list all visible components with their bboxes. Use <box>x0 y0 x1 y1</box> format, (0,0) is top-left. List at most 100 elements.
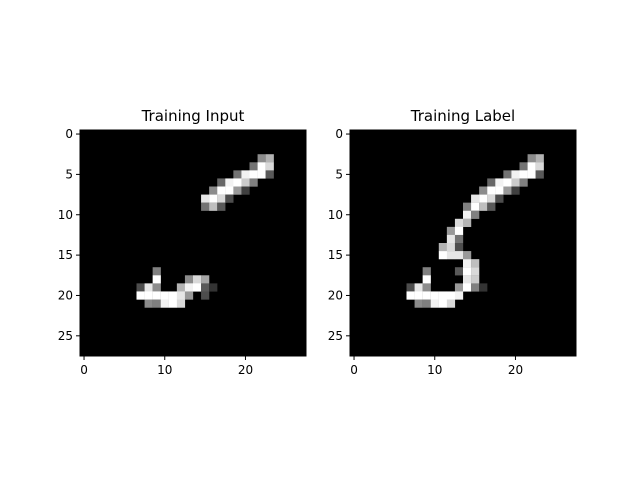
heatmap-cell <box>471 267 480 276</box>
heatmap-cell <box>438 291 448 300</box>
heatmap-cell <box>257 162 266 171</box>
y-tick-label: 25 <box>58 329 73 343</box>
heatmap-cell <box>136 291 145 300</box>
heatmap-cell <box>209 186 218 195</box>
heatmap-cell <box>176 283 186 292</box>
heatmap-cell <box>184 275 194 284</box>
heatmap-cell <box>519 178 528 187</box>
heatmap-cell <box>168 291 178 300</box>
heatmap-cell <box>265 162 274 171</box>
heatmap-cell <box>463 259 472 268</box>
heatmap-cell <box>479 202 488 211</box>
heatmap-cell <box>422 299 431 308</box>
heatmap-cell <box>479 186 488 195</box>
heatmap-cell <box>257 154 266 163</box>
heatmap-cell <box>438 299 448 308</box>
heatmap-cell <box>225 178 234 187</box>
heatmap-cell <box>535 170 544 179</box>
heatmap-cell <box>463 218 472 228</box>
heatmap-cell <box>471 283 480 292</box>
heatmap-cell <box>201 275 210 284</box>
heatmap-cell <box>527 162 536 171</box>
heatmap-cell <box>454 283 464 292</box>
heatmap-cell <box>446 226 456 236</box>
heatmap-cell <box>233 178 242 187</box>
heatmap-cell <box>454 251 464 260</box>
heatmap-cell <box>241 178 250 187</box>
heatmap-cell <box>471 194 480 203</box>
heatmap-cell <box>265 170 274 179</box>
heatmap-cell <box>479 283 488 292</box>
axes: 0 10 20 0 5 10 15 20 25 <box>328 127 577 377</box>
heatmap-cell <box>209 283 218 292</box>
y-tick-label: 5 <box>335 167 343 181</box>
x-tick-label: 10 <box>427 363 442 377</box>
heatmap-cell <box>527 170 536 179</box>
y-tick-label: 5 <box>65 167 73 181</box>
heatmap-cell <box>463 275 472 284</box>
heatmap-cell <box>176 291 186 300</box>
axes-frame <box>79 129 307 357</box>
heatmap-cell <box>144 299 153 308</box>
x-tick-label: 0 <box>80 363 88 377</box>
heatmap-cell <box>217 202 226 211</box>
heatmap-cell <box>511 178 520 187</box>
y-tick-label: 0 <box>65 127 73 141</box>
heatmap-cell <box>430 291 439 300</box>
heatmap-cell <box>176 299 186 308</box>
heatmap-cell <box>217 178 226 187</box>
heatmap-cell <box>479 194 488 203</box>
y-tick-label: 0 <box>335 127 343 141</box>
heatmap-cell <box>193 275 202 284</box>
heatmap-cell <box>193 283 202 292</box>
heatmap-cell <box>454 234 464 244</box>
heatmap-cell <box>471 275 480 284</box>
y-tick-label: 25 <box>328 329 343 343</box>
heatmap-cell <box>201 291 210 300</box>
heatmap-cell <box>446 251 456 260</box>
x-tick-label: 10 <box>157 363 172 377</box>
heatmap-cell <box>446 291 456 300</box>
heatmap-cell <box>454 226 464 236</box>
panel-title: Training Label <box>410 107 515 125</box>
heatmap-cell <box>406 291 415 300</box>
heatmap-cell <box>454 218 464 228</box>
heatmap-cell <box>487 202 496 211</box>
axes-frame <box>349 129 577 357</box>
heatmap-cell <box>446 299 456 308</box>
heatmap-cell <box>201 194 210 203</box>
heatmap-cell <box>249 162 258 171</box>
heatmap-cell <box>136 283 145 292</box>
heatmap-cell <box>463 283 472 292</box>
x-tick-label: 20 <box>508 363 523 377</box>
heatmap-cell <box>422 275 431 284</box>
heatmap-cell <box>225 194 234 203</box>
heatmap-cell <box>184 283 194 292</box>
heatmap-cell <box>265 154 274 163</box>
panel-training-label: Training Label 0 10 20 0 5 10 15 20 25 <box>328 107 577 377</box>
heatmap-cell <box>160 291 169 300</box>
heatmap-cell <box>152 299 161 308</box>
heatmap-cell <box>152 283 161 292</box>
y-tick-label: 15 <box>58 248 73 262</box>
heatmap-cell <box>471 202 480 211</box>
heatmap-cell <box>463 251 472 260</box>
heatmap-cell <box>257 170 266 179</box>
heatmap-cell <box>168 299 178 308</box>
x-tick-label: 0 <box>350 363 358 377</box>
heatmap-cell <box>503 186 512 195</box>
heatmap-cell <box>422 283 431 292</box>
heatmap-cell <box>225 186 234 195</box>
heatmap-cell <box>454 267 464 276</box>
heatmap-cell <box>535 154 544 163</box>
heatmap-cell <box>527 154 536 163</box>
heatmap-cell <box>495 178 504 187</box>
heatmap-cell <box>487 194 496 203</box>
heatmap-cell <box>152 267 161 276</box>
heatmap-cell <box>463 202 472 211</box>
heatmap-cell <box>454 291 464 300</box>
heatmap-cell <box>422 291 431 300</box>
heatmap-cell <box>414 299 423 308</box>
heatmap-cell <box>495 194 504 203</box>
